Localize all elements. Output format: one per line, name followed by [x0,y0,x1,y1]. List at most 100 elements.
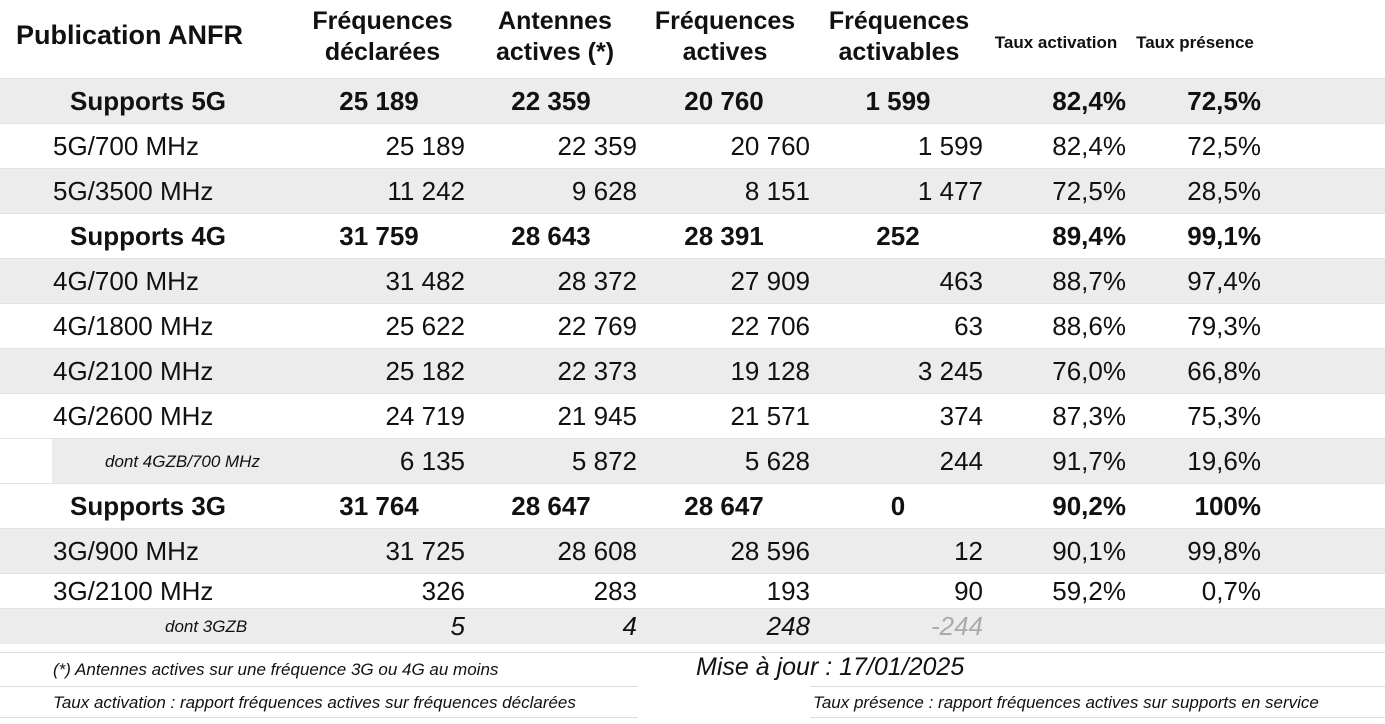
cell-taux-presence: 99,8% [1187,536,1261,566]
cell-declared: 25 182 [385,356,465,386]
definition-taux-presence: Taux présence : rapport fréquences activ… [813,693,1319,712]
support-row: Supports 4G 31 759 28 643 28 391 252 89,4% 99,… [0,213,1385,259]
table-row: dont 3GZB 5 4 248 -244 [0,608,1385,644]
cell-taux-activation: 87,3% [1052,401,1126,431]
cell-taux-activation: 72,5% [1052,176,1126,206]
row-label: 4G/1800 MHz [53,311,214,341]
col-header-line: Fréquences [828,7,970,35]
col-header-antennas: Antennes actives (*) [470,6,640,68]
col-header-taux-presence: Taux présence [1136,33,1254,52]
cell-declared: 6 135 [399,446,465,476]
table-row: 5G/3500 MHz 11 242 9 628 8 151 1 477 72,5% 28,… [0,168,1385,214]
table-row: 4G/2600 MHz 24 719 21 945 21 571 374 87,3% 75,… [0,393,1385,439]
cell-declared: 5 [450,611,465,641]
cell-active-antennas: 21 945 [557,401,637,431]
cell-active-antennas: 22 359 [511,86,591,116]
col-header-line: Antennes [498,7,612,35]
cell-taux-presence: 72,5% [1187,86,1261,116]
support-row: Supports 5G 25 189 22 359 20 760 1 599 82,4% 7… [0,78,1385,124]
table-row: 3G/900 MHz 31 725 28 608 28 596 12 90,1% 99,8% [0,528,1385,574]
col-header-line: déclarées [324,38,441,66]
cell-taux-presence: 0,7% [1201,576,1261,606]
cell-activable: 3 245 [917,356,983,386]
cell-declared: 11 242 [387,176,465,206]
col-header-active: Fréquences actives [645,6,805,68]
cell-active-freq: 19 128 [730,356,810,386]
row-label: Supports 5G [70,86,227,116]
col-header-line: actives [682,38,768,66]
cell-taux-presence: 19,6% [1187,446,1261,476]
cell-taux-activation: 82,4% [1052,86,1126,116]
cell-declared: 31 759 [339,221,419,251]
table-row: dont 4GZB/700 MHz 6 135 5 872 5 628 244 91,7%… [0,438,1385,484]
cell-active-freq: 248 [766,611,810,641]
cell-taux-presence: 66,8% [1187,356,1261,386]
cell-active-antennas: 5 872 [571,446,637,476]
cell-taux-presence: 72,5% [1187,131,1261,161]
cell-taux-presence: 79,3% [1187,311,1261,341]
cell-active-freq: 193 [766,576,810,606]
cell-activable: -244 [930,611,983,641]
cell-activable: 244 [939,446,983,476]
table-row: 4G/1800 MHz 25 622 22 769 22 706 63 88,6% 79,3… [0,303,1385,349]
row-label: 3G/2100 MHz [53,576,214,606]
cell-taux-activation: 90,1% [1052,536,1126,566]
cell-activable: 63 [954,311,983,341]
cell-declared: 31 482 [385,266,465,296]
cell-active-antennas: 28 608 [557,536,637,566]
cell-active-antennas: 22 359 [557,131,637,161]
col-header-line: Fréquences [654,7,796,35]
row-label: Supports 3G [70,491,227,521]
cell-active-antennas: 9 628 [571,176,637,206]
cell-activable: 90 [954,576,983,606]
row-label: 4G/2100 MHz [53,356,214,386]
cell-active-antennas: 22 769 [557,311,637,341]
table-row: 4G/2100 MHz 25 182 22 373 19 128 3 245 76,0% 6… [0,348,1385,394]
col-header-line: Fréquences [312,7,453,35]
cell-active-antennas: 28 372 [557,266,637,296]
row-label: dont 3GZB [165,616,248,636]
row-label: dont 4GZB/700 MHz [105,451,260,471]
row-label: 4G/2600 MHz [53,401,214,431]
cell-active-freq: 20 760 [684,86,764,116]
col-header-taux-activation: Taux activation [994,33,1118,52]
cell-active-freq: 8 151 [744,176,810,206]
cell-declared: 31 764 [339,491,419,521]
cell-taux-presence: 97,4% [1187,266,1261,296]
cell-declared: 25 622 [385,311,465,341]
cell-taux-activation: 88,6% [1052,311,1126,341]
table-row: 3G/2100 MHz 326 283 193 90 59,2% 0,7% [0,573,1385,609]
page-title: Publication ANFR [16,20,243,50]
definition-taux-activation: Taux activation : rapport fréquences act… [53,693,576,712]
cell-active-antennas: 28 643 [511,221,591,251]
col-header-activable: Fréquences activables [815,6,983,68]
cell-active-freq: 21 571 [730,401,810,431]
cell-active-antennas: 28 647 [511,491,591,521]
cell-declared: 25 189 [339,86,419,116]
cell-taux-presence: 75,3% [1187,401,1261,431]
cell-taux-activation: 89,4% [1052,221,1126,251]
cell-declared: 31 725 [385,536,465,566]
cell-active-freq: 22 706 [730,311,810,341]
cell-active-antennas: 22 373 [557,356,637,386]
cell-activable: 252 [876,221,920,251]
cell-active-freq: 27 909 [730,266,810,296]
cell-taux-activation: 88,7% [1052,266,1126,296]
footnote-antennas: (*) Antennes actives sur une fréquence 3… [53,660,499,679]
cell-activable: 12 [954,536,983,566]
col-header-declared: Fréquences déclarées [300,6,465,68]
col-header-line: actives (*) [495,38,615,66]
cell-taux-activation: 59,2% [1052,576,1126,606]
cell-active-antennas: 4 [622,611,637,641]
row-label: 4G/700 MHz [53,266,199,296]
cell-declared: 25 189 [385,131,465,161]
table-row: 4G/700 MHz 31 482 28 372 27 909 463 88,7% 97,4… [0,258,1385,304]
cell-taux-activation: 91,7% [1052,446,1126,476]
cell-taux-presence: 100% [1194,491,1262,521]
row-label: 5G/3500 MHz [53,176,214,206]
cell-active-freq: 28 647 [684,491,764,521]
cell-activable: 463 [939,266,983,296]
row-label: 5G/700 MHz [53,131,199,161]
cell-active-freq: 28 596 [730,536,810,566]
cell-declared: 326 [421,576,465,606]
